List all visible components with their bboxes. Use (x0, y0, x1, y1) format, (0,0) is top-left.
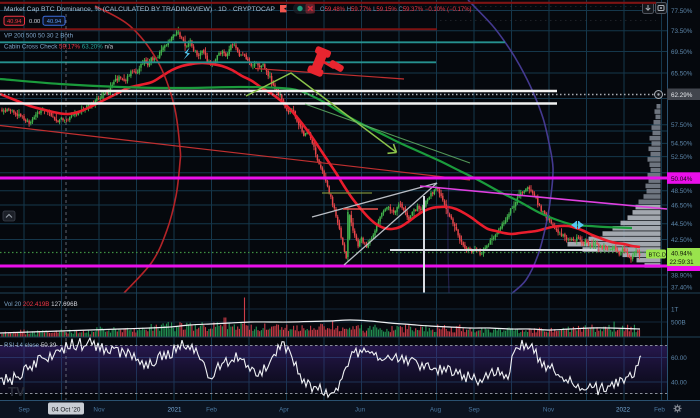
svg-text:44.50%: 44.50% (671, 221, 693, 228)
svg-text:37.40%: 37.40% (671, 284, 693, 291)
svg-text:Cabin Cross Check 59,17% 63.20: Cabin Cross Check 59,17% 63.20% n/a (4, 44, 114, 51)
svg-text:1T: 1T (671, 306, 679, 313)
svg-text:O59.48% H59.77% L59.15% C59.37: O59.48% H59.77% L59.15% C59.37% −0.10% (… (320, 7, 472, 13)
svg-text:2022: 2022 (616, 406, 631, 413)
svg-text:38.90%: 38.90% (671, 272, 693, 279)
svg-text:40.94%: 40.94% (671, 251, 693, 258)
svg-text:Sep: Sep (18, 406, 30, 413)
svg-text:Feb: Feb (654, 406, 665, 413)
svg-text:46.50%: 46.50% (671, 202, 693, 209)
svg-text:2021: 2021 (167, 406, 182, 413)
svg-text:65.50%: 65.50% (671, 70, 693, 77)
svg-text:50.04%: 50.04% (671, 176, 693, 183)
svg-text:Sep: Sep (468, 406, 480, 413)
svg-text:62.29%: 62.29% (671, 92, 693, 99)
svg-text:0.00: 0.00 (29, 19, 40, 25)
svg-text:77.50%: 77.50% (671, 8, 693, 15)
svg-text:40.00: 40.00 (671, 379, 687, 386)
svg-text:52.50%: 52.50% (671, 154, 693, 161)
svg-text:VP 200 500 50 30 2 Both: VP 200 500 50 30 2 Both (4, 33, 74, 40)
svg-text:500B: 500B (671, 319, 686, 326)
svg-text:Nov: Nov (543, 406, 555, 413)
svg-text:TV: TV (8, 384, 25, 399)
svg-text:Apr: Apr (279, 406, 289, 413)
svg-text:54.50%: 54.50% (671, 141, 693, 148)
svg-text:48.50%: 48.50% (671, 188, 693, 195)
svg-text:57.50%: 57.50% (671, 122, 693, 129)
svg-text:RSI 14 close 50.39: RSI 14 close 50.39 (4, 342, 57, 349)
svg-text:69.50%: 69.50% (671, 49, 693, 56)
svg-text:Market Cap BTC Dominance, % (C: Market Cap BTC Dominance, % (CALCULATED … (4, 6, 275, 13)
svg-text:Feb: Feb (206, 406, 217, 413)
svg-text:60.00: 60.00 (671, 355, 687, 362)
svg-text:40.94: 40.94 (47, 19, 62, 25)
svg-text:22:59:31: 22:59:31 (670, 259, 695, 266)
svg-text:04 Oct ’20: 04 Oct ’20 (52, 406, 81, 413)
svg-text:73.50%: 73.50% (671, 28, 693, 35)
svg-text:Aug: Aug (430, 406, 442, 413)
svg-text:Vol 20 202.419B 127.696B: Vol 20 202.419B 127.696B (4, 301, 78, 308)
svg-text:BTC.D: BTC.D (649, 252, 666, 258)
svg-text:42.50%: 42.50% (671, 237, 693, 244)
svg-text:Nov: Nov (93, 406, 105, 413)
svg-text:Jun: Jun (355, 406, 366, 413)
svg-text:40.94: 40.94 (7, 19, 22, 25)
